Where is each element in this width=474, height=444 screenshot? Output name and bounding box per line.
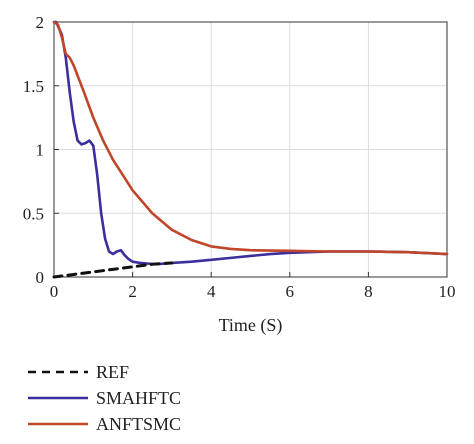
y-tick-label: 2 — [36, 13, 45, 32]
x-tick-label: 10 — [439, 282, 456, 301]
x-tick-label: 4 — [207, 282, 216, 301]
x-tick-label: 6 — [286, 282, 295, 301]
series-layer — [52, 20, 449, 279]
legend-label-ref: REF — [96, 362, 129, 382]
legend-label-smahftc: SMAHFTC — [96, 388, 181, 408]
grid-lines — [54, 22, 447, 277]
x-axis-ticks: 0 2 4 6 8 10 — [50, 272, 456, 301]
legend-label-anftsmc: ANFTSMC — [96, 414, 181, 434]
y-tick-label: 0.5 — [23, 204, 44, 223]
x-tick-label: 8 — [364, 282, 373, 301]
x-tick-label: 2 — [128, 282, 137, 301]
x-axis-title: Time (S) — [219, 315, 283, 336]
x-tick-label: 0 — [50, 282, 59, 301]
y-tick-label: 0 — [36, 268, 45, 287]
series-line-anftsmc — [52, 20, 449, 256]
y-axis-ticks: 0 0.5 1 1.5 2 — [23, 13, 59, 287]
legend: REF SMAHFTC ANFTSMC — [28, 362, 181, 434]
series-line-ref — [52, 261, 174, 279]
series-line-smahftc — [52, 20, 449, 266]
y-tick-label: 1.5 — [23, 77, 44, 96]
y-tick-label: 1 — [36, 141, 45, 160]
